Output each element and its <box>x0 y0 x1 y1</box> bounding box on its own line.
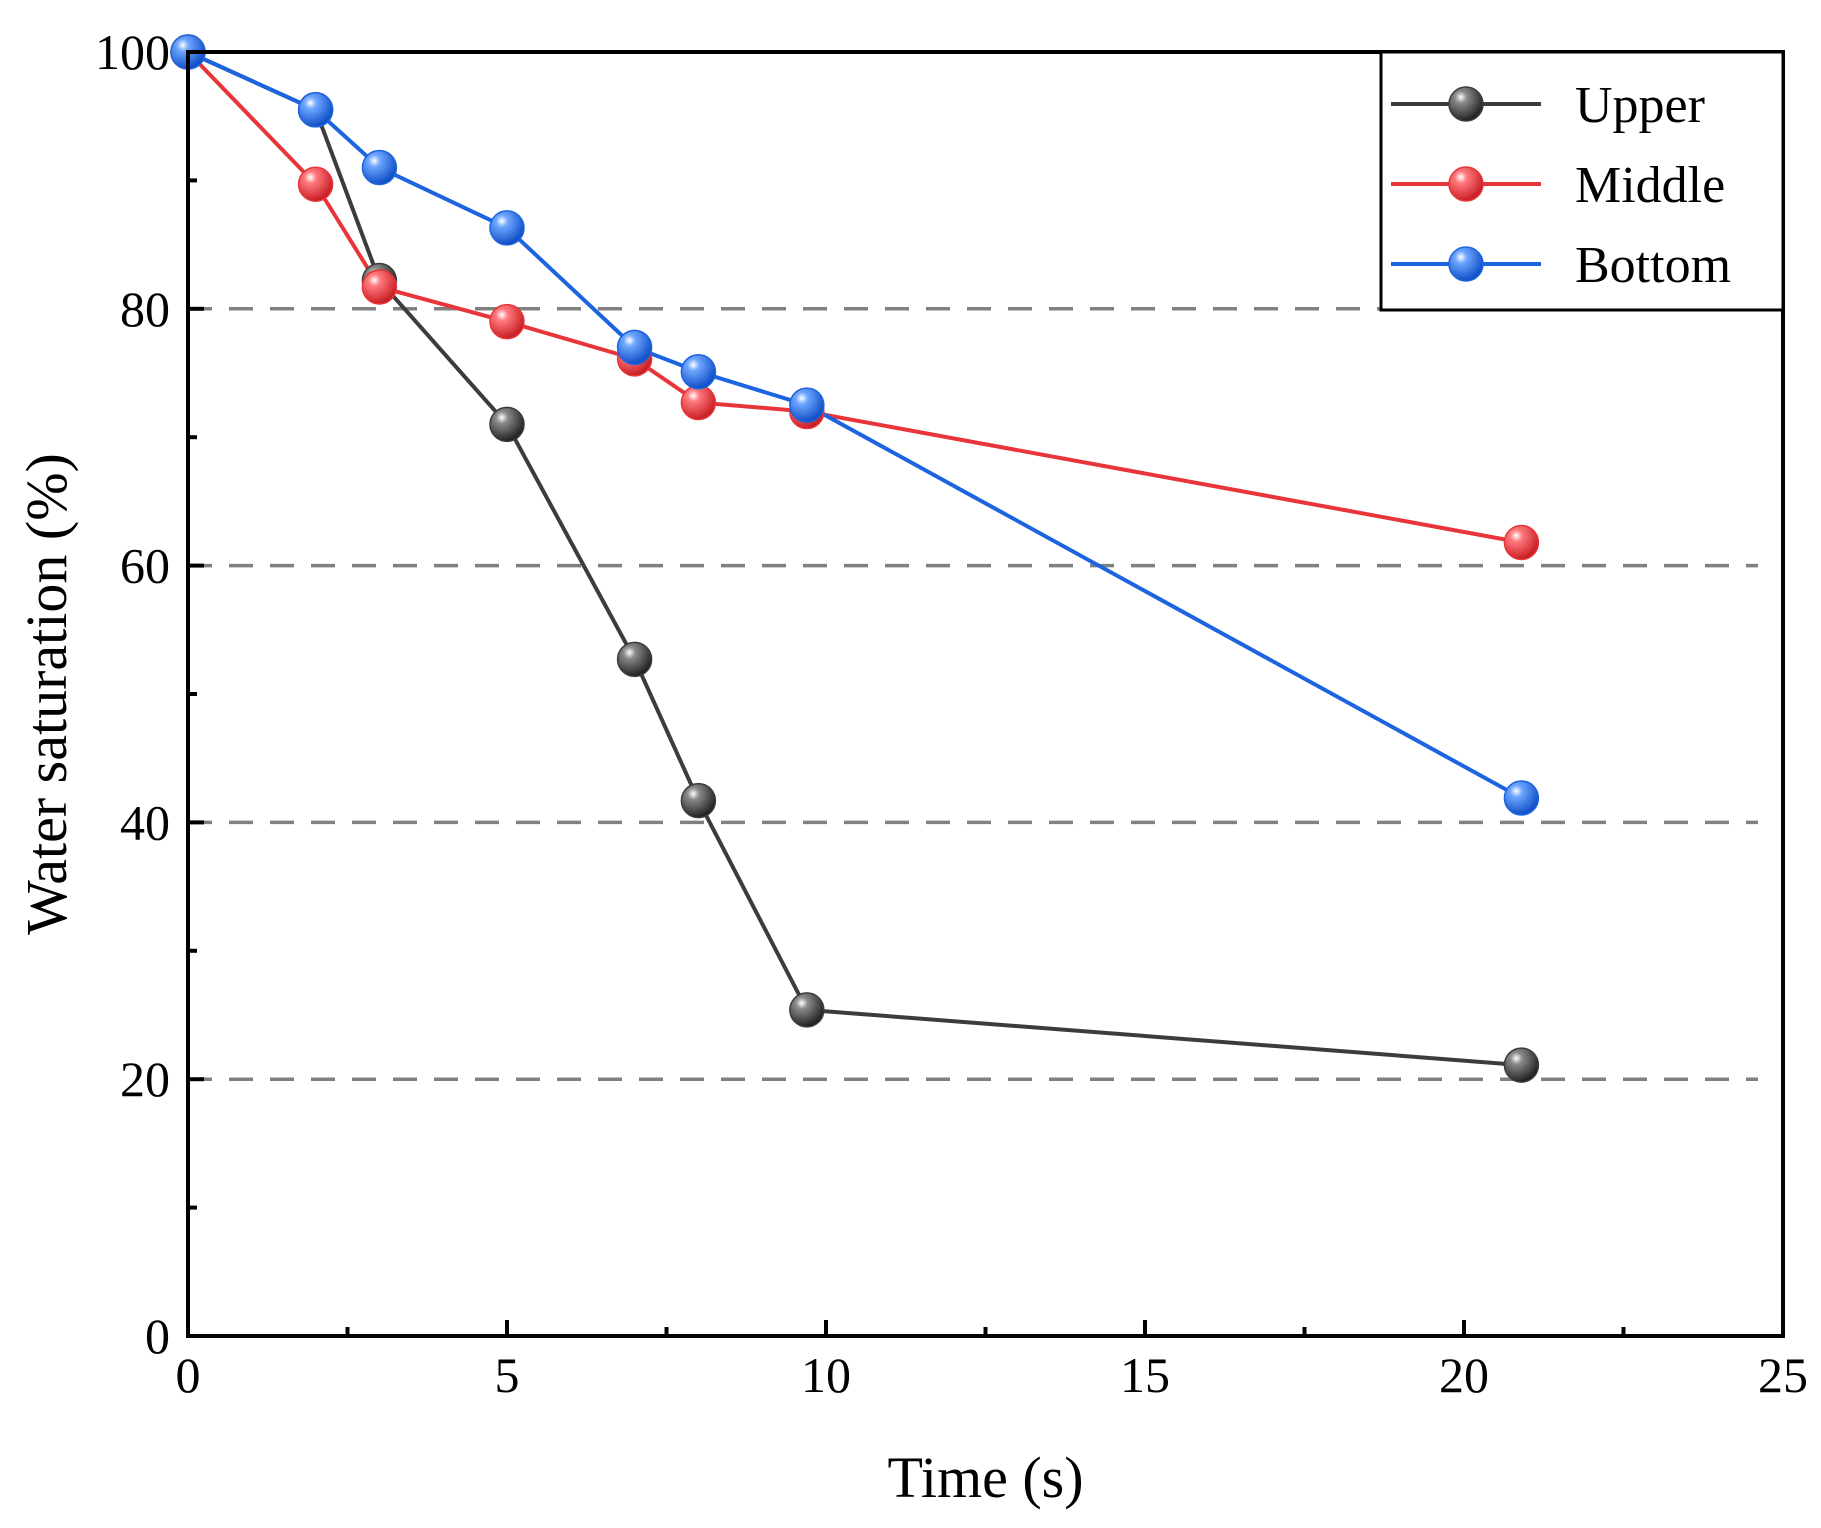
y-tick-label: 20 <box>120 1051 170 1107</box>
data-point-middle <box>680 384 717 421</box>
axis-ticks <box>186 50 1785 1338</box>
legend-label-middle: Middle <box>1575 157 1725 214</box>
y-tick-label: 100 <box>95 24 170 80</box>
x-tick-label: 20 <box>1439 1347 1489 1403</box>
legend-marker-middle <box>1448 166 1484 202</box>
data-point-bottom <box>489 210 525 246</box>
x-tick-labels: 0 5 10 15 20 25 <box>176 1347 1809 1403</box>
legend-label-bottom: Bottom <box>1575 237 1731 294</box>
x-tick-label: 10 <box>801 1347 851 1403</box>
data-point-upper <box>616 641 653 678</box>
series-layer <box>170 34 1540 1083</box>
y-tick-label: 40 <box>120 794 170 850</box>
legend-box <box>1379 50 1785 312</box>
data-point-bottom <box>616 329 653 366</box>
data-point-middle <box>489 303 525 340</box>
x-tick-label: 0 <box>176 1347 201 1403</box>
data-point-bottom <box>361 149 398 186</box>
data-point-bottom <box>297 92 334 128</box>
x-tick-label: 5 <box>495 1347 520 1403</box>
y-axis-title: Water saturation (%) <box>14 453 79 935</box>
gridlines <box>188 307 1758 1081</box>
x-axis-title: Time (s) <box>887 1445 1083 1510</box>
y-tick-label: 60 <box>120 538 170 594</box>
data-point-bottom <box>1503 780 1540 816</box>
data-point-upper <box>789 992 825 1028</box>
series-line-upper <box>187 50 1522 1068</box>
legend: Upper Middle Bottom <box>1379 50 1785 312</box>
data-point-middle <box>297 166 334 203</box>
data-point-upper <box>680 782 717 819</box>
data-point-middle <box>1503 524 1540 561</box>
data-point-bottom <box>789 387 825 423</box>
x-tick-label: 25 <box>1758 1347 1808 1403</box>
legend-marker-upper <box>1448 86 1484 122</box>
y-tick-labels: 0 20 40 60 80 100 <box>95 24 170 1364</box>
series-line-middle <box>186 50 1522 545</box>
legend-marker-bottom <box>1448 246 1484 282</box>
data-point-middle <box>361 269 398 305</box>
y-tick-label: 0 <box>145 1308 170 1364</box>
data-point-upper <box>489 406 525 443</box>
x-tick-label: 15 <box>1120 1347 1170 1403</box>
y-tick-label: 80 <box>120 281 170 337</box>
data-point-bottom <box>680 353 717 390</box>
legend-label-upper: Upper <box>1575 77 1705 134</box>
data-point-upper <box>1503 1047 1540 1083</box>
